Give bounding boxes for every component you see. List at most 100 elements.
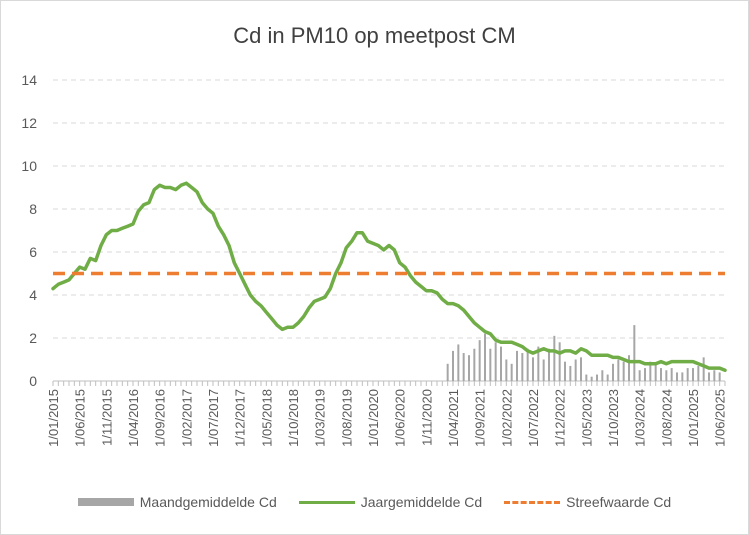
bar-maandgemiddelde xyxy=(596,374,598,381)
x-tick-label: 1/10/2018 xyxy=(286,389,301,447)
y-tick-label: 14 xyxy=(21,72,37,88)
bar-maandgemiddelde xyxy=(617,359,620,381)
x-tick-label: 1/03/2019 xyxy=(313,389,328,447)
y-tick-label: 4 xyxy=(29,287,37,303)
x-tick-label: 1/07/2022 xyxy=(526,389,541,447)
legend-label-maandgemiddelde: Maandgemiddelde Cd xyxy=(139,494,277,510)
x-tick-label: 1/06/2020 xyxy=(393,389,408,447)
bar-maandgemiddelde xyxy=(537,346,540,381)
bar-maandgemiddelde xyxy=(446,363,449,381)
y-tick-label: 8 xyxy=(29,201,37,217)
x-tick-label: 1/07/2017 xyxy=(206,389,221,447)
x-tick-label: 1/12/2022 xyxy=(553,389,568,447)
bar-maandgemiddelde xyxy=(665,370,668,381)
bar-maandgemiddelde xyxy=(580,357,582,381)
bar-maandgemiddelde xyxy=(585,374,588,381)
bar-maandgemiddelde xyxy=(708,372,710,381)
x-tick-label: 1/10/2023 xyxy=(606,389,621,447)
legend-label-jaargemiddelde: Jaargemiddelde Cd xyxy=(360,494,483,510)
bar-maandgemiddelde xyxy=(484,333,486,381)
bar-maandgemiddelde xyxy=(574,359,577,381)
x-tick-label: 1/12/2017 xyxy=(233,389,248,447)
legend-label-streefwaarde: Streefwaarde Cd xyxy=(566,494,672,510)
legend-swatch-bar xyxy=(77,498,134,506)
x-tick-label: 1/08/2019 xyxy=(339,389,354,447)
legend-item-streefwaarde: Streefwaarde Cd xyxy=(504,494,671,510)
bar-maandgemiddelde xyxy=(681,372,684,381)
bar-maandgemiddelde xyxy=(452,350,454,381)
bar-maandgemiddelde xyxy=(660,368,662,381)
x-tick-label: 1/11/2015 xyxy=(99,389,114,446)
x-tick-label: 1/01/2015 xyxy=(46,389,61,447)
bar-maandgemiddelde xyxy=(649,361,652,381)
x-tick-label: 1/06/2015 xyxy=(73,389,88,447)
bar-maandgemiddelde xyxy=(644,368,646,381)
x-tick-label: 1/04/2021 xyxy=(446,389,461,447)
legend-item-jaargemiddelde: Jaargemiddelde Cd xyxy=(298,494,483,510)
bar-maandgemiddelde xyxy=(638,370,641,381)
bar-maandgemiddelde xyxy=(526,348,529,381)
bar-maandgemiddelde xyxy=(457,344,460,381)
line-jaargemiddelde xyxy=(51,181,727,373)
x-tick-label: 1/09/2016 xyxy=(153,389,168,447)
bar-maandgemiddelde xyxy=(489,348,492,381)
bar-maandgemiddelde xyxy=(654,363,657,381)
bar-maandgemiddelde xyxy=(521,353,524,381)
legend-item-maandgemiddelde: Maandgemiddelde Cd xyxy=(77,494,277,510)
bar-maandgemiddelde xyxy=(686,368,689,381)
bar-maandgemiddelde xyxy=(505,359,508,381)
bar-maandgemiddelde xyxy=(564,361,566,381)
bar-maandgemiddelde xyxy=(590,376,593,381)
legend-swatch-dashed xyxy=(504,500,561,504)
bar-maandgemiddelde xyxy=(702,357,705,381)
x-tick-label: 1/01/2020 xyxy=(366,389,381,447)
bar-maandgemiddelde xyxy=(553,335,556,381)
x-tick-label: 1/06/2025 xyxy=(713,389,728,447)
bar-maandgemiddelde xyxy=(542,359,545,381)
bar-maandgemiddelde xyxy=(633,325,636,381)
x-tick-label: 1/02/2017 xyxy=(179,389,194,447)
chart-title: Cd in PM10 op meetpost CM xyxy=(233,23,516,48)
bar-maandgemiddelde xyxy=(697,365,700,381)
bar-maandgemiddelde xyxy=(676,372,678,381)
x-tick-label: 1/05/2023 xyxy=(579,389,594,447)
bar-maandgemiddelde xyxy=(548,348,550,381)
x-tick-label: 1/02/2022 xyxy=(499,389,514,447)
legend-swatch-line xyxy=(298,500,355,504)
bar-maandgemiddelde xyxy=(713,370,716,381)
x-tick-label: 1/05/2018 xyxy=(259,389,274,447)
bar-maandgemiddelde xyxy=(558,342,561,381)
x-tick-label: 1/08/2024 xyxy=(659,389,674,447)
bar-maandgemiddelde xyxy=(670,368,673,381)
y-tick-label: 10 xyxy=(21,158,37,174)
bar-maandgemiddelde xyxy=(500,346,502,381)
bar-maandgemiddelde xyxy=(612,363,614,381)
bar-maandgemiddelde xyxy=(516,350,518,381)
bar-maandgemiddelde xyxy=(622,361,625,381)
y-tick-label: 0 xyxy=(29,373,37,389)
x-tick-label: 1/03/2024 xyxy=(633,389,648,447)
bar-maandgemiddelde xyxy=(462,353,465,381)
bar-maandgemiddelde xyxy=(718,372,721,381)
bar-maandgemiddelde xyxy=(532,357,534,381)
bar-maandgemiddelde xyxy=(510,363,513,381)
bar-maandgemiddelde xyxy=(478,340,481,381)
bar-maandgemiddelde xyxy=(606,374,609,381)
y-tick-label: 6 xyxy=(29,244,37,260)
y-tick-label: 2 xyxy=(29,330,37,346)
x-tick-label: 1/01/2025 xyxy=(686,389,701,447)
x-tick-label: 1/09/2021 xyxy=(473,389,488,447)
bar-maandgemiddelde xyxy=(468,355,470,381)
legend: Maandgemiddelde Cd Jaargemiddelde Cd Str… xyxy=(1,494,748,510)
bar-maandgemiddelde xyxy=(628,355,630,381)
bar-maandgemiddelde xyxy=(692,368,694,381)
bar-maandgemiddelde xyxy=(569,365,572,381)
bar-maandgemiddelde xyxy=(494,342,497,381)
bar-maandgemiddelde xyxy=(601,370,604,381)
y-tick-label: 12 xyxy=(21,115,37,131)
bar-maandgemiddelde xyxy=(473,348,476,381)
x-tick-label: 1/11/2020 xyxy=(419,389,434,446)
x-tick-label: 1/04/2016 xyxy=(126,389,141,447)
